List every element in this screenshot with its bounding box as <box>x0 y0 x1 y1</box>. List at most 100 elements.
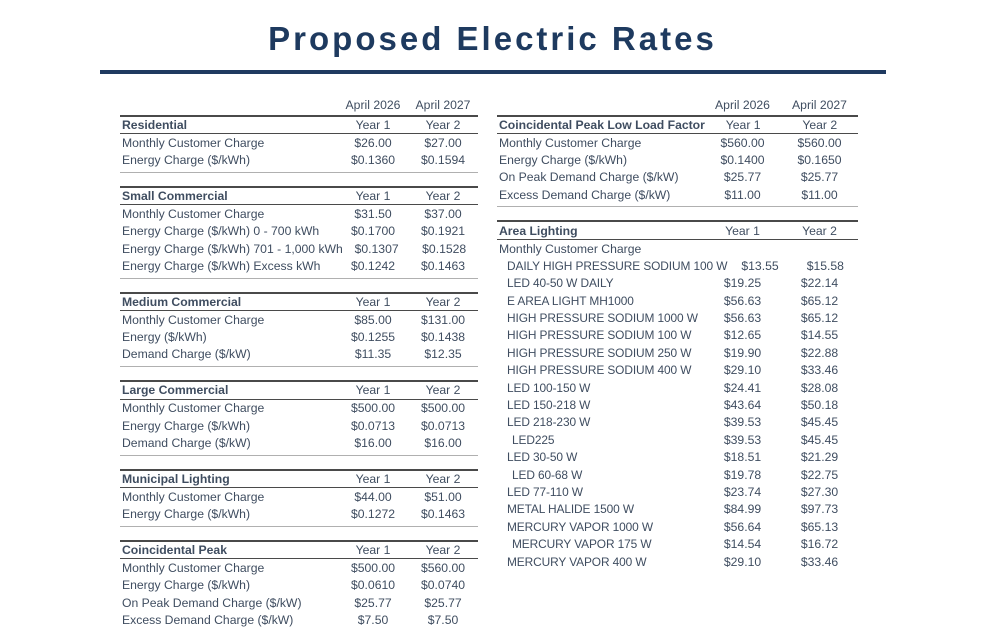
year1-value: $0.1400 <box>720 152 765 167</box>
row-label: LED 77-110 W <box>507 485 583 499</box>
row-label: Demand Charge ($/kW) <box>122 347 251 362</box>
year1-value: $39.53 <box>723 432 762 447</box>
table-row: Monthly Customer Charge $44.00 $51.00 <box>120 488 478 505</box>
row-label: Energy Charge ($/kWh) <box>122 507 251 522</box>
year-column-header: Year 1 <box>355 294 391 309</box>
row-label: HIGH PRESSURE SODIUM 100 W <box>507 328 692 343</box>
year2-value: $51.00 <box>424 489 462 504</box>
table-header-row: Medium Commercial Year 1 Year 2 <box>120 294 478 312</box>
year-column-header: Year 1 <box>725 117 761 132</box>
year2-value: $22.75 <box>800 467 839 482</box>
year2-value: $500.00 <box>420 401 466 416</box>
year2-value: $0.0740 <box>420 578 466 593</box>
table-row: METAL HALIDE 1500 W $84.99 $97.73 <box>497 501 858 518</box>
year1-value: $500.00 <box>350 401 396 416</box>
table-header-row: Large Commercial Year 1 Year 2 <box>120 382 478 400</box>
year2-value: $14.55 <box>800 328 839 343</box>
table-row: Excess Demand Charge ($/kW) $11.00 $11.00 <box>497 186 858 203</box>
table-section-name: Municipal Lighting <box>122 471 230 486</box>
year1-value: $0.1255 <box>350 330 396 345</box>
year2-value: $560.00 <box>420 561 466 575</box>
year-column-header: Year 2 <box>425 471 461 486</box>
row-label: METAL HALIDE 1500 W <box>507 502 634 517</box>
year2-value: $0.1463 <box>420 507 466 522</box>
year1-value: $500.00 <box>350 561 396 575</box>
row-label: LED 100-150 W <box>507 380 591 395</box>
table-header-row: Area Lighting Year 1 Year 2 <box>497 222 858 240</box>
row-label: HIGH PRESSURE SODIUM 1000 W <box>507 311 698 326</box>
table-row: On Peak Demand Charge ($/kW) $25.77 $25.77 <box>497 169 858 186</box>
year1-value: $0.1700 <box>350 224 396 239</box>
year1-value: $16.00 <box>354 436 392 451</box>
year2-value: $33.46 <box>800 554 839 569</box>
date-header-year2: April 2027 <box>792 97 847 112</box>
year1-value: $14.54 <box>723 537 762 552</box>
year2-value: $27.30 <box>800 485 839 499</box>
year1-value: $19.90 <box>723 345 762 360</box>
table-row: Energy Charge ($/kWh) $0.1272 $0.1463 <box>120 506 478 523</box>
row-label: LED 30-50 W <box>507 450 578 465</box>
rate-table-coincidental-peak: Coincidental Peak Year 1 Year 2 Monthly Cus… <box>120 539 478 629</box>
row-label: Monthly Customer Charge <box>122 312 265 327</box>
table-section-name: Coincidental Peak Low Load Factor <box>499 117 705 132</box>
row-label: Energy Charge ($/kWh) <box>122 152 251 167</box>
year2-value: $28.08 <box>800 380 839 395</box>
year1-value: $0.1272 <box>350 507 396 522</box>
date-header-year2: April 2027 <box>415 97 471 112</box>
year2-value: $37.00 <box>424 206 462 221</box>
year2-value: $0.1463 <box>420 258 466 273</box>
year1-value: $0.0610 <box>350 578 396 593</box>
table-row: HIGH PRESSURE SODIUM 100 W $12.65 $14.55 <box>497 327 858 344</box>
right-column: April 2026 April 2027 Coincidental Peak … <box>497 98 858 631</box>
year2-value: $22.88 <box>800 345 839 360</box>
year1-value: $84.99 <box>723 502 762 517</box>
rate-table-municipal-lighting: Municipal Lighting Year 1 Year 2 Monthly Cu… <box>120 468 478 527</box>
row-label: Monthly Customer Charge <box>499 135 642 150</box>
table-row: LED 30-50 W $18.51 $21.29 <box>497 449 858 466</box>
date-header-year1: April 2026 <box>715 97 770 112</box>
rate-table-coincidental-peak-low-load-factor: Coincidental Peak Low Load Factor Year 1 Y… <box>497 114 858 208</box>
table-row: MERCURY VAPOR 1000 W $56.64 $65.13 <box>497 518 858 535</box>
rate-table-medium-commercial: Medium Commercial Year 1 Year 2 Monthly Cus… <box>120 291 478 368</box>
row-label: Energy Charge ($/kWh) Excess kWh <box>122 258 321 273</box>
year2-value: $131.00 <box>420 312 466 327</box>
year2-value: $21.29 <box>800 450 839 465</box>
year2-value: $16.72 <box>800 537 839 552</box>
row-label: Energy Charge ($/kWh) <box>122 418 251 433</box>
table-row: LED 100-150 W $24.41 $28.08 <box>497 379 858 396</box>
year2-value: $0.1650 <box>797 152 842 167</box>
table-row: Monthly Customer Charge $500.00 $500.00 <box>120 400 478 417</box>
year2-value: $25.77 <box>800 170 839 185</box>
table-row: On Peak Demand Charge ($/kW) $25.77 $25.77 <box>120 594 478 611</box>
table-row: Demand Charge ($/kW) $11.35 $12.35 <box>120 346 478 363</box>
table-row: Energy Charge ($/kWh) 701 - 1,000 kWh $0.… <box>120 240 478 257</box>
date-header-row: April 2026 April 2027 <box>120 98 478 115</box>
date-header-year1: April 2026 <box>345 97 401 112</box>
table-header-row: Coincidental Peak Low Load Factor Year 1 Y… <box>497 117 858 134</box>
year1-value: $18.51 <box>723 450 762 465</box>
row-label: Energy Charge ($/kWh) 0 - 700 kWh <box>122 224 320 239</box>
row-label: Monthly Customer Charge <box>122 401 265 416</box>
table-row: LED 77-110 W $23.74 $27.30 <box>497 483 858 500</box>
table-row: Energy Charge ($/kWh) $0.0713 $0.0713 <box>120 417 478 434</box>
year-column-header: Year 1 <box>355 383 391 398</box>
year1-value: $23.74 <box>723 485 762 499</box>
title-divider <box>99 70 886 74</box>
year1-value: $26.00 <box>354 135 392 150</box>
year-column-header: Year 1 <box>725 223 760 238</box>
table-row: MERCURY VAPOR 175 W $14.54 $16.72 <box>497 535 858 552</box>
table-row: Energy Charge ($/kWh) $0.0610 $0.0740 <box>120 577 478 594</box>
table-row: Monthly Customer Charge $85.00 $131.00 <box>120 311 478 328</box>
year2-value: $45.45 <box>800 432 839 447</box>
year1-value: $29.10 <box>723 363 762 378</box>
row-label: Energy Charge ($/kWh) 701 - 1,000 kWh <box>122 241 343 256</box>
year1-value: $44.00 <box>354 489 392 504</box>
year2-value: $65.12 <box>800 293 839 308</box>
table-row: E AREA LIGHT MH1000 $56.63 $65.12 <box>497 292 858 309</box>
year-column-header: Year 1 <box>355 117 391 132</box>
table-header-row: Residential Year 1 Year 2 <box>120 117 478 134</box>
year1-value: $56.64 <box>723 519 762 534</box>
row-label: LED 150-218 W <box>507 398 591 413</box>
table-row: Excess Demand Charge ($/kW) $7.50 $7.50 <box>120 611 478 628</box>
row-label: Monthly Customer Charge <box>122 561 265 575</box>
